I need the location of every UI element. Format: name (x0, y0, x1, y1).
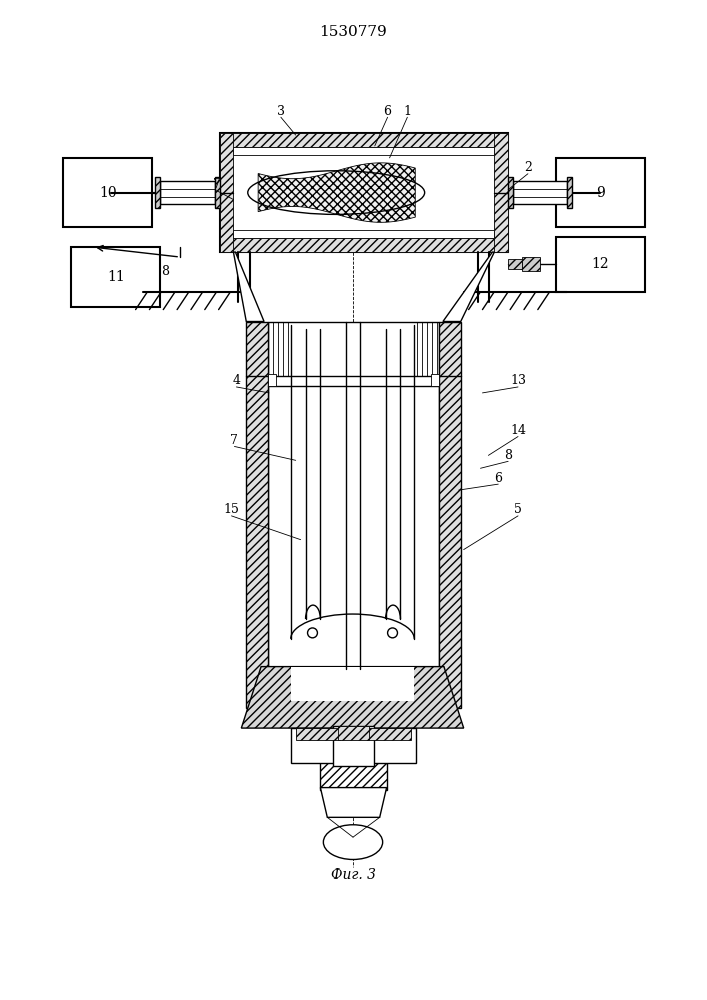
Polygon shape (568, 177, 573, 208)
Bar (431, 374, 439, 386)
Polygon shape (156, 177, 160, 208)
Text: 4: 4 (233, 374, 240, 387)
Bar (268, 374, 276, 386)
Text: 7: 7 (213, 178, 221, 191)
Polygon shape (508, 177, 513, 208)
Text: 12: 12 (591, 257, 609, 271)
Polygon shape (233, 252, 264, 322)
Bar (233, 147, 494, 155)
Polygon shape (320, 788, 387, 817)
Bar (71, 247, 160, 307)
Text: 9: 9 (596, 186, 604, 200)
Bar (333, 726, 374, 766)
Bar (338, 726, 369, 740)
Polygon shape (241, 667, 464, 728)
Polygon shape (220, 133, 508, 147)
Text: 14: 14 (510, 424, 526, 437)
Polygon shape (443, 252, 494, 322)
Text: 1: 1 (404, 105, 411, 118)
Text: 2: 2 (524, 161, 532, 174)
Bar (556, 237, 645, 292)
Bar (367, 728, 411, 740)
Bar (291, 728, 345, 763)
Text: 15: 15 (223, 503, 240, 516)
Text: Фиг. 3: Фиг. 3 (330, 868, 375, 882)
Text: 1530779: 1530779 (319, 25, 387, 39)
Text: 6: 6 (494, 472, 502, 485)
Bar (64, 158, 153, 227)
Bar (556, 158, 645, 227)
Polygon shape (220, 133, 233, 252)
Polygon shape (220, 238, 508, 252)
Bar (320, 760, 387, 790)
Bar (513, 181, 568, 204)
Text: 11: 11 (107, 270, 124, 284)
Polygon shape (494, 133, 508, 252)
Circle shape (308, 628, 317, 638)
Circle shape (387, 628, 397, 638)
Text: 5: 5 (514, 503, 522, 516)
Polygon shape (258, 163, 415, 222)
Text: 7: 7 (230, 434, 238, 447)
Polygon shape (215, 177, 220, 208)
Text: 8: 8 (161, 265, 169, 278)
Polygon shape (291, 667, 414, 701)
Text: 3: 3 (277, 105, 285, 118)
Text: 8: 8 (504, 449, 512, 462)
Bar (296, 728, 340, 740)
Polygon shape (246, 322, 268, 708)
Polygon shape (439, 322, 461, 708)
Bar (220, 133, 508, 252)
Text: 6: 6 (384, 105, 392, 118)
Text: 10: 10 (99, 186, 117, 200)
Bar (508, 259, 522, 269)
Bar (268, 322, 439, 667)
Bar (362, 728, 416, 763)
Bar (522, 257, 539, 271)
Bar (160, 181, 215, 204)
Text: 13: 13 (510, 374, 526, 387)
Ellipse shape (323, 825, 382, 859)
Bar (233, 230, 494, 238)
